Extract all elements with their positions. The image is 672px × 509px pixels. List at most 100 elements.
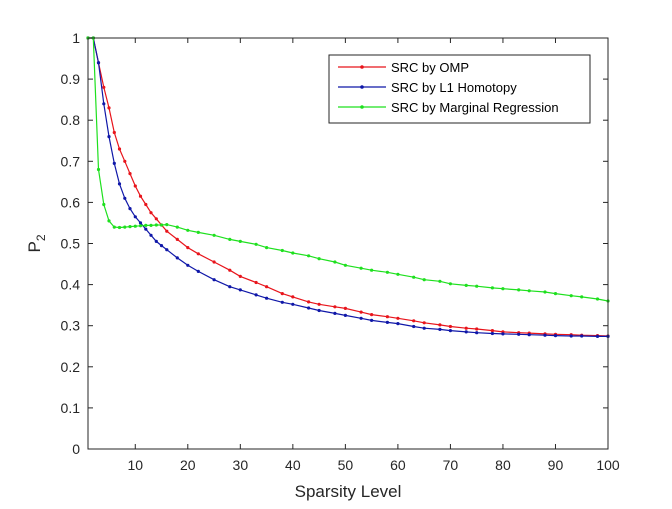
series-2-point xyxy=(448,329,452,333)
series-1-point xyxy=(333,305,337,309)
series-2-point xyxy=(149,233,153,237)
series-2-point xyxy=(128,207,132,211)
series-3-point xyxy=(212,233,216,237)
series-3-point xyxy=(117,225,122,230)
series-3-point xyxy=(144,223,148,227)
series-3-point xyxy=(186,228,190,232)
series-2-point xyxy=(333,311,337,315)
series-2-point xyxy=(412,324,416,329)
series-3-point xyxy=(138,224,143,228)
series-2-point xyxy=(238,288,242,292)
y-axis-label: P2 xyxy=(25,234,48,252)
series-3-point xyxy=(154,223,158,227)
series-3-point xyxy=(112,225,116,229)
y-tick-label: 0.2 xyxy=(61,359,81,375)
series-1-point xyxy=(343,306,347,310)
series-2-point xyxy=(112,161,116,165)
series-1-point xyxy=(165,229,169,233)
series-3-point xyxy=(149,223,153,227)
series-3-point xyxy=(553,292,558,296)
series-2-point xyxy=(144,227,148,231)
legend-marker-3 xyxy=(360,105,364,109)
y-tick-label: 0.6 xyxy=(61,194,81,210)
y-tick-label: 0 xyxy=(72,441,80,457)
series-3-point xyxy=(307,254,311,258)
series-2-point xyxy=(186,263,190,267)
series-3-point xyxy=(96,167,101,172)
series-3-point xyxy=(412,275,416,279)
series-2-point xyxy=(490,331,494,336)
series-1-point xyxy=(144,202,148,207)
series-3-point xyxy=(196,230,200,234)
series-2-point xyxy=(317,308,321,313)
y-tick-label: 0.5 xyxy=(61,236,81,252)
legend-label-1: SRC by OMP xyxy=(391,60,469,75)
series-3-point xyxy=(102,202,106,207)
series-1-point xyxy=(133,184,137,188)
series-3-point xyxy=(527,289,531,293)
series-1-point xyxy=(212,260,216,264)
series-3-point xyxy=(595,297,600,301)
series-3-point xyxy=(396,272,400,276)
series-2-point xyxy=(96,61,101,65)
series-1-point xyxy=(138,194,143,198)
series-1-point xyxy=(265,285,269,289)
series-1-point xyxy=(370,313,374,317)
y-tick-label: 0.1 xyxy=(61,400,81,416)
series-1-point xyxy=(102,85,106,89)
series-3-point xyxy=(464,283,468,287)
series-1-point xyxy=(412,319,416,323)
series-line-2 xyxy=(88,37,608,337)
series-2-point xyxy=(527,333,531,337)
series-1-point xyxy=(317,302,321,306)
series-1-point xyxy=(359,310,363,314)
series-2-point xyxy=(291,302,295,306)
series-2-point xyxy=(159,244,164,248)
series-3-point xyxy=(123,225,127,229)
series-2-point xyxy=(280,300,284,304)
x-tick-label: 40 xyxy=(285,457,301,473)
series-1-point xyxy=(149,211,153,215)
series-3-point xyxy=(448,282,452,286)
series-3-point xyxy=(107,219,111,223)
series-2-point xyxy=(438,327,442,331)
legend-label-3: SRC by Marginal Regression xyxy=(391,100,559,115)
series-1-point xyxy=(128,172,132,176)
series-2-point xyxy=(265,296,269,300)
series-2-point xyxy=(475,331,479,335)
series-3-point xyxy=(317,257,321,261)
series-2-point xyxy=(595,334,600,338)
ticks-layer: 10 20 30 40 50 60 70 80 90 100 0 0.1 0.2 0.3 0.4 0.5 0.6… xyxy=(61,30,620,473)
series-3-point xyxy=(422,278,426,282)
series-2-point xyxy=(359,316,363,320)
series-3-point xyxy=(475,284,479,288)
series-3-point xyxy=(501,287,505,291)
series-3-point xyxy=(543,290,547,294)
series-1-point xyxy=(112,130,116,135)
series-1-point xyxy=(291,295,295,299)
series-2-point xyxy=(123,196,127,200)
series-1-point xyxy=(154,217,158,221)
series-2-point xyxy=(569,334,573,338)
series-2-point xyxy=(385,320,389,324)
series-1-point xyxy=(107,106,111,110)
y-axis-label-subscript: 2 xyxy=(34,234,48,241)
y-tick-label: 0.3 xyxy=(61,318,81,334)
series-2-point xyxy=(154,239,158,243)
series-2-point xyxy=(254,293,258,297)
x-tick-label: 20 xyxy=(180,457,196,473)
series-3-point xyxy=(569,294,573,298)
series-1-point xyxy=(438,323,442,327)
series-3-point xyxy=(280,248,284,253)
series-2-point xyxy=(422,326,426,330)
series-3-point xyxy=(165,223,169,227)
series-3-point xyxy=(370,268,374,272)
series-3-point xyxy=(159,223,164,227)
legend-label-2: SRC by L1 Homotopy xyxy=(391,80,517,95)
series-3-point xyxy=(343,263,347,267)
series-2-point xyxy=(370,318,374,322)
legend-marker-1 xyxy=(360,65,364,69)
y-tick-label: 0.9 xyxy=(61,71,81,87)
series-3-point xyxy=(133,224,137,228)
